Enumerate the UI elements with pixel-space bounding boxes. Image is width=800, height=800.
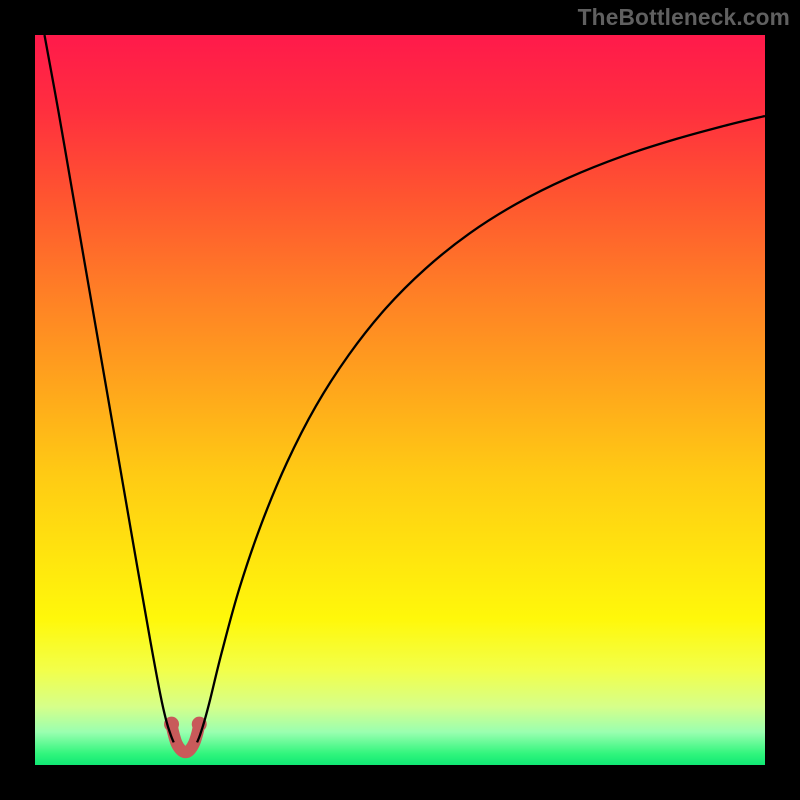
watermark-text: TheBottleneck.com xyxy=(578,4,790,31)
stage: TheBottleneck.com xyxy=(0,0,800,800)
plot-area xyxy=(35,35,765,765)
curves-layer xyxy=(35,35,765,765)
curve-right xyxy=(197,116,765,742)
curve-left xyxy=(44,35,173,742)
